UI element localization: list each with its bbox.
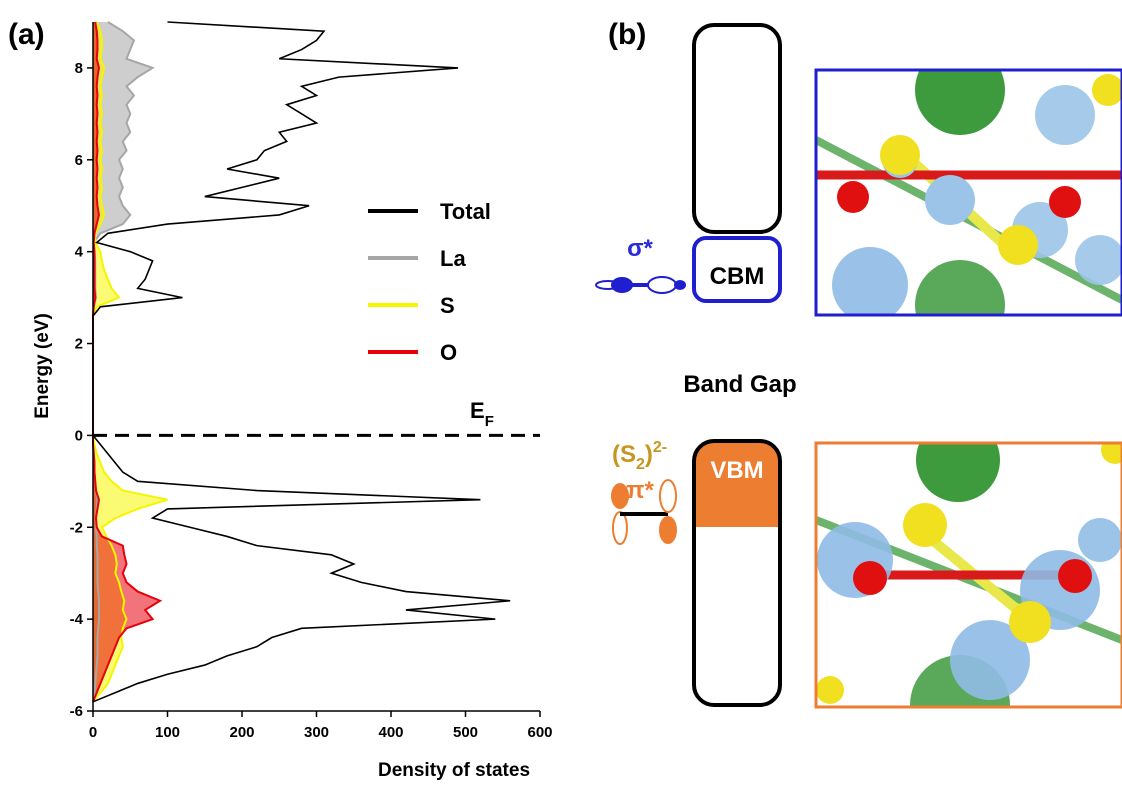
pi-label: π* (626, 477, 654, 504)
legend-label: O (440, 340, 457, 365)
cbm-box (692, 236, 782, 303)
s2-sub: 2 (636, 456, 645, 473)
panel-label: (b) (608, 18, 646, 51)
area (93, 22, 161, 702)
y-axis-label: Energy (eV) (32, 313, 53, 419)
cbm-label: CBM (710, 263, 765, 290)
plot: 0 100 200 300 400 500 600 -6 -4 -2 0 2 4 6 8 Total La SO (70, 21, 553, 741)
legend-label: S (440, 293, 455, 318)
gap-label: Band Gap (683, 371, 796, 398)
y-tick-label: -2 (70, 519, 83, 536)
y-tick-label: 4 (75, 244, 84, 261)
conduction-band (692, 23, 782, 234)
panel-label: (a) (8, 18, 45, 51)
fermi-label: EF (470, 398, 494, 430)
legend-label: Total (440, 199, 491, 224)
legend-label: La (440, 246, 466, 271)
x-axis-label: Density of states (378, 760, 530, 781)
y-tick-label: -6 (70, 703, 83, 720)
sigma-label: σ* (627, 235, 653, 262)
y-tick-label: 0 (75, 427, 83, 444)
y-tick-label: 8 (75, 60, 83, 77)
y-tick-label: 6 (75, 152, 83, 169)
vbm-fill (694, 441, 780, 527)
vbm-label: VBM (710, 457, 763, 484)
s2-open: (S (612, 441, 636, 468)
cbm-structure (814, 68, 1122, 317)
x-tick-label: 300 (304, 724, 329, 741)
x-tick-label: 600 (527, 724, 552, 741)
sigma-orbital (595, 276, 686, 294)
vbm-structure (814, 441, 1122, 709)
x-tick-label: 100 (155, 724, 180, 741)
x-tick-label: 500 (453, 724, 478, 741)
x-tick-label: 0 (89, 724, 97, 741)
valence-band (692, 439, 782, 707)
pi-orbital (611, 479, 677, 545)
fermi-sub: F (485, 413, 494, 430)
y-tick-label: -4 (70, 611, 84, 628)
y-tick-label: 2 (75, 336, 83, 353)
x-tick-label: 400 (378, 724, 403, 741)
s2-label: (S2)2- (612, 439, 667, 473)
x-tick-label: 200 (229, 724, 254, 741)
fermi-main: E (470, 398, 485, 423)
s2-close: ) (645, 441, 653, 468)
s2-sup: 2- (653, 439, 667, 456)
area (93, 22, 153, 702)
